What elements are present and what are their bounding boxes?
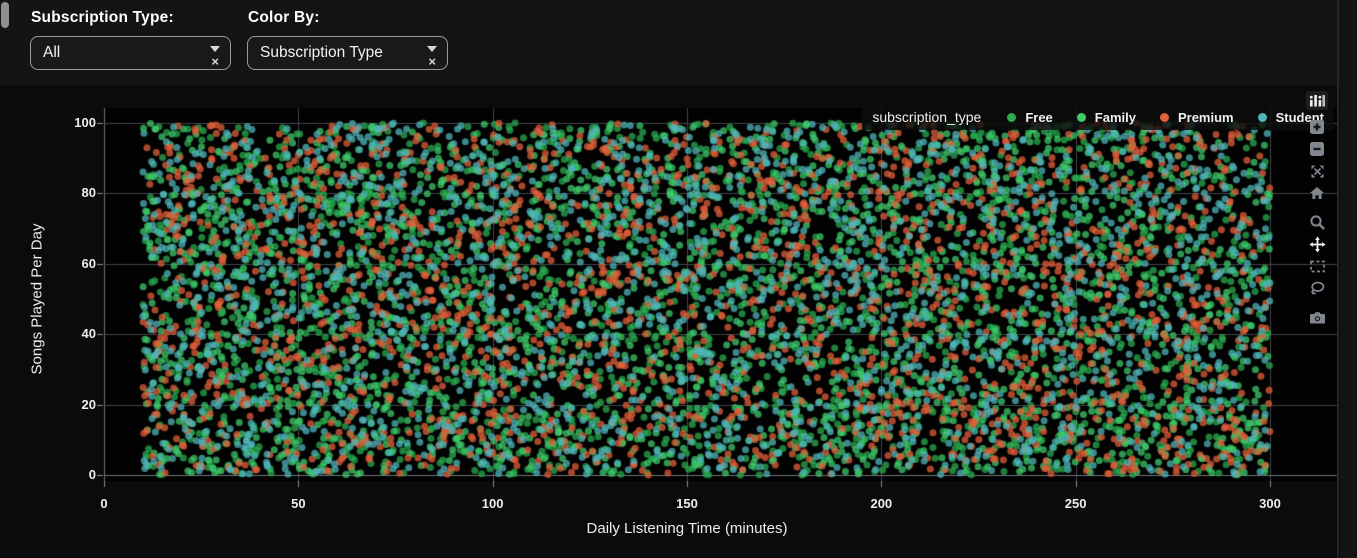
x-tick-label: 50 [291, 496, 306, 511]
legend-title: subscription_type [872, 109, 982, 125]
clear-icon[interactable]: × [428, 54, 436, 69]
x-tick-label: 100 [481, 496, 504, 511]
zoom-in-icon[interactable] [1304, 116, 1330, 138]
x-tick-label: 300 [1259, 496, 1281, 511]
color-by-label: Color By: [248, 9, 320, 26]
panel-divider [1337, 0, 1339, 558]
box-select-icon[interactable] [1304, 255, 1330, 277]
legend-item-family[interactable]: Family [1076, 109, 1136, 125]
scrollbar-thumb[interactable] [1, 2, 9, 28]
scatter-graph: 0 20 40 60 80 100 0 50 100 150 200 250 300 Daily Li… [0, 86, 1340, 558]
zoom-icon[interactable] [1304, 211, 1330, 233]
subscription-type-label: Subscription Type: [31, 9, 174, 26]
autoscale-icon[interactable] [1304, 160, 1330, 182]
legend-item-premium[interactable]: Premium [1159, 109, 1234, 125]
color-by-dropdown[interactable]: Subscription Type × [247, 36, 448, 70]
y-axis-title: Songs Played Per Day [28, 223, 46, 375]
clear-icon[interactable]: × [211, 54, 219, 69]
x-tick-label: 200 [870, 496, 893, 511]
lasso-select-icon[interactable] [1304, 277, 1330, 299]
pan-icon[interactable] [1304, 233, 1330, 255]
x-axis-title: Daily Listening Time (minutes) [586, 520, 788, 537]
scatter-canvas[interactable] [0, 86, 1340, 558]
plotly-modebar [1304, 91, 1330, 328]
legend-item-label: Free [1025, 109, 1053, 125]
chevron-down-icon[interactable] [210, 46, 220, 52]
y-tick-label: 0 [88, 467, 96, 482]
y-tick-label: 20 [81, 396, 96, 412]
chevron-down-icon[interactable] [427, 46, 437, 52]
legend-marker-icon [1007, 112, 1017, 122]
color-by-value: Subscription Type [260, 44, 383, 61]
legend-item-label: Premium [1177, 109, 1234, 125]
zoom-out-icon[interactable] [1304, 138, 1330, 160]
y-tick-label: 80 [81, 185, 96, 201]
subscription-type-value: All [43, 44, 61, 61]
y-tick-label: 60 [81, 255, 96, 271]
home-icon[interactable] [1304, 182, 1330, 204]
x-tick-label: 250 [1064, 496, 1087, 511]
legend: subscription_type Free Family Premium Stude… [862, 104, 1334, 130]
plotly-logo[interactable] [1306, 91, 1328, 110]
x-tick-label: 0 [100, 496, 108, 511]
x-tick-label: 150 [676, 496, 698, 511]
legend-marker-icon [1257, 112, 1267, 122]
subscription-type-dropdown[interactable]: All × [30, 36, 231, 70]
legend-marker-icon [1076, 112, 1086, 122]
camera-icon[interactable] [1304, 306, 1330, 328]
legend-item-label: Family [1094, 109, 1136, 125]
legend-item-free[interactable]: Free [1007, 109, 1053, 125]
legend-marker-icon [1159, 112, 1169, 122]
y-tick-label: 40 [81, 326, 96, 342]
y-tick-label: 100 [74, 115, 96, 130]
